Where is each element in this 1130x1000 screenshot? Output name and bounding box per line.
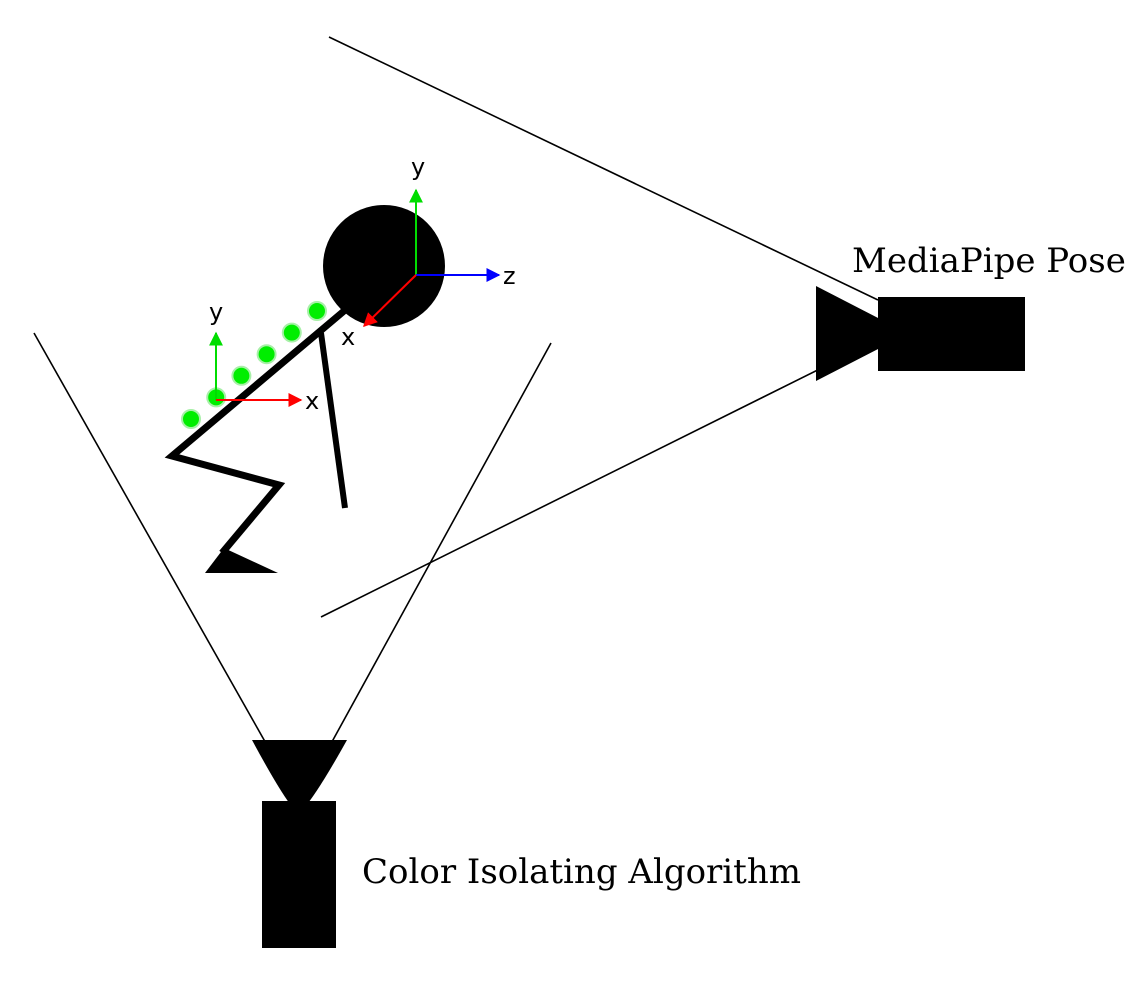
- mediapipe-camera-body: [878, 297, 1025, 371]
- back-marker-dot: [181, 409, 201, 429]
- stick-figure: [164, 205, 445, 573]
- camera-icon: [816, 286, 1025, 381]
- back-marker-dot: [231, 365, 252, 386]
- back-marker-dot: [281, 322, 302, 343]
- back-axes: y x: [209, 298, 319, 415]
- back-marker-dot: [307, 301, 327, 321]
- person-foot: [205, 548, 278, 573]
- mediapipe-camera-label: MediaPipe Pose: [852, 241, 1126, 281]
- color-fov-right-line: [299, 342, 552, 801]
- person-back-and-legs: [164, 308, 347, 556]
- mediapipe-camera-fov: [320, 36, 879, 618]
- color-camera-lens: [252, 740, 347, 808]
- back-axis-x-label: x: [305, 387, 319, 415]
- head-axes: y z x: [341, 153, 516, 351]
- back-axis-y-label: y: [209, 298, 223, 326]
- head-axis-x-arrow: [363, 274, 417, 327]
- color-camera-body: [262, 801, 336, 948]
- person-head: [323, 205, 445, 327]
- color-camera-label: Color Isolating Algorithm: [362, 852, 801, 892]
- head-axis-x-label: x: [341, 323, 355, 351]
- mediapipe-camera-lens: [816, 286, 880, 381]
- head-axis-z-label: z: [503, 262, 516, 290]
- mediapipe-fov-upper-line: [328, 36, 879, 301]
- head-axis-y-label: y: [411, 153, 425, 181]
- camera-icon: [252, 740, 347, 948]
- color-fov-left-line: [33, 332, 299, 801]
- person-arm: [318, 332, 348, 509]
- back-marker-dot: [256, 344, 277, 365]
- mediapipe-fov-lower-line: [320, 339, 879, 618]
- color-camera-fov: [33, 332, 552, 801]
